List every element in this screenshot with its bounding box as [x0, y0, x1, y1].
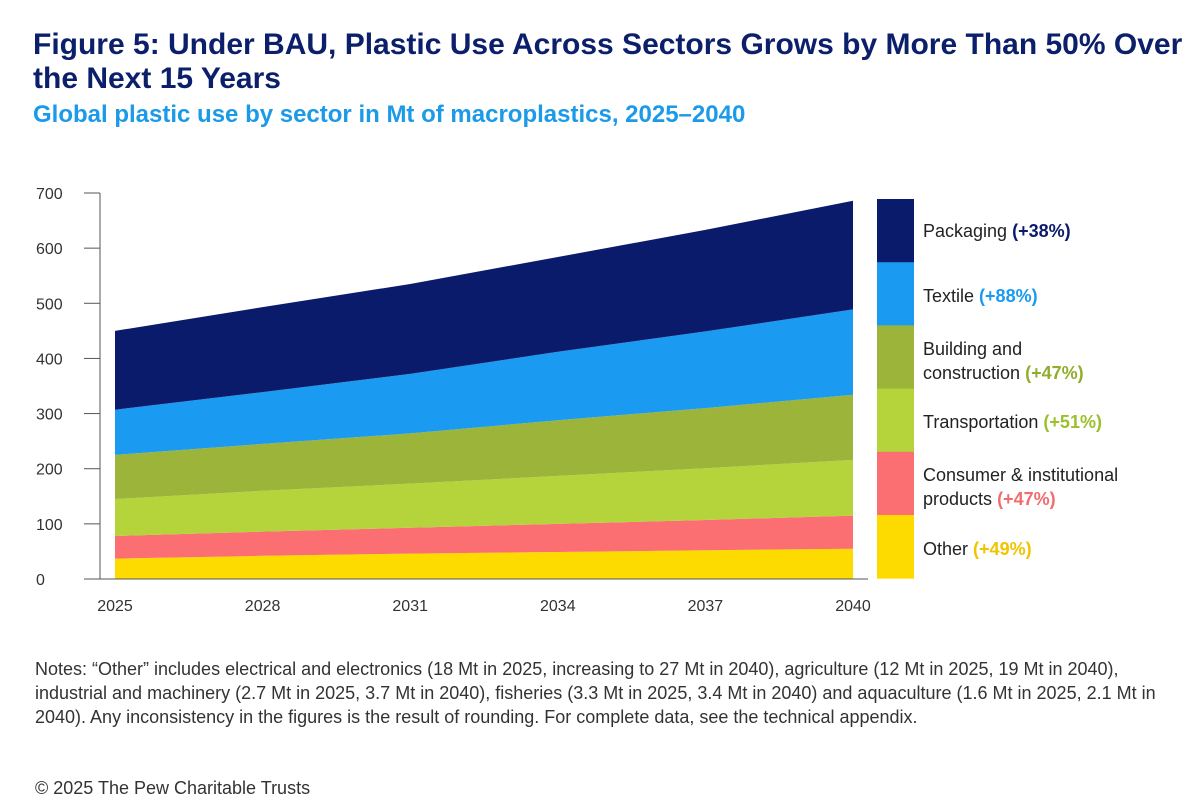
x-tick-label: 2040 [835, 598, 871, 615]
y-tick-label: 300 [36, 407, 63, 424]
y-tick-label: 400 [36, 351, 63, 368]
x-tick-label: 2034 [540, 598, 576, 615]
x-tick-label: 2025 [97, 598, 133, 615]
legend-building-label-2: construction [923, 363, 1021, 383]
legend-consumer-label-2: products [923, 489, 993, 509]
y-tick-label: 0 [36, 572, 45, 589]
x-tick-label: 2028 [245, 598, 281, 615]
legend-packaging-pct: (+38%) [1012, 221, 1071, 241]
legend-other: Other (+49%) [923, 537, 1193, 561]
legend-consumer: Consumer & institutional products (+47%) [923, 463, 1193, 511]
legend-swatch-building-and-construction [877, 325, 914, 390]
area-other [115, 548, 853, 579]
y-tick-label: 700 [36, 186, 63, 203]
legend-other-label: Other [923, 539, 969, 559]
legend-transportation: Transportation (+51%) [923, 410, 1193, 434]
y-tick-label: 200 [36, 462, 63, 479]
legend-transportation-pct: (+51%) [1043, 412, 1102, 432]
legend-transportation-label: Transportation [923, 412, 1039, 432]
legend-textile-label: Textile [923, 286, 975, 306]
legend-consumer-pct: (+47%) [997, 489, 1056, 509]
legend-building: Building and construction (+47%) [923, 337, 1193, 385]
legend-other-pct: (+49%) [973, 539, 1032, 559]
legend-swatch-packaging [877, 199, 914, 263]
axes [99, 193, 868, 580]
x-tick-label: 2037 [688, 598, 724, 615]
legend-swatch-textile [877, 262, 914, 326]
area-transportation [115, 459, 853, 536]
chart-subtitle: Global plastic use by sector in Mt of ma… [33, 101, 746, 128]
legend-swatch-other [877, 515, 914, 579]
area-textile [115, 309, 853, 455]
legend-consumer-label-1: Consumer & institutional [923, 465, 1119, 485]
area-building-and-construction [115, 394, 853, 499]
copyright: © 2025 The Pew Charitable Trusts [35, 778, 311, 798]
legend-color-bar [877, 199, 914, 579]
legend-swatch-transportation [877, 388, 914, 453]
y-tick-label: 500 [36, 296, 63, 313]
area-consumer-institutional-products [115, 515, 853, 559]
y-tick-label: 100 [36, 517, 63, 534]
y-tick-label: 600 [36, 241, 63, 258]
legend-packaging-label: Packaging [923, 221, 1008, 241]
chart-notes: Notes: “Other” includes electrical and e… [35, 659, 1156, 727]
y-tick-labels: 0 100 200 300 400 500 600 700 [36, 186, 63, 589]
legend-packaging: Packaging (+38%) [923, 219, 1193, 243]
area-series [115, 200, 853, 579]
legend-building-label-1: Building and [923, 339, 1023, 359]
legend-building-pct: (+47%) [1025, 363, 1084, 383]
legend-textile: Textile (+88%) [923, 284, 1193, 308]
legend-swatch-consumer-institutional-products [877, 451, 914, 516]
x-tick-label: 2031 [392, 598, 428, 615]
x-tick-labels: 2025 2028 2031 2034 2037 2040 [97, 598, 871, 615]
y-gridline-ticks [84, 192, 100, 580]
area-packaging [115, 200, 853, 410]
chart-title: Figure 5: Under BAU, Plastic Use Across … [33, 28, 1183, 95]
legend-textile-pct: (+88%) [979, 286, 1038, 306]
